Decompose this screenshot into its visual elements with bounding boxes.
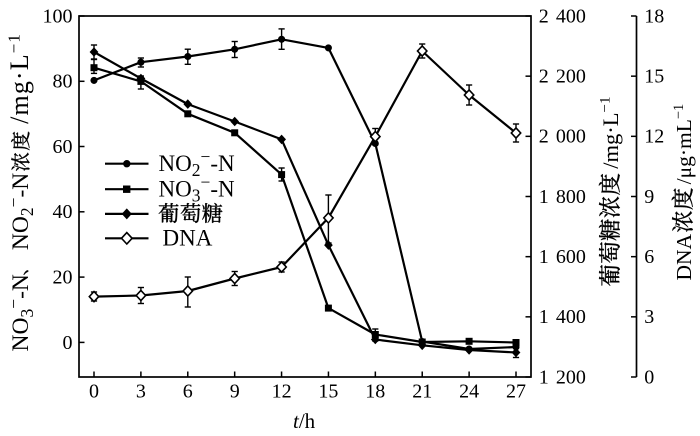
svg-text:18: 18 [644, 5, 664, 27]
svg-text:6: 6 [644, 246, 654, 268]
svg-text:20: 20 [53, 267, 73, 289]
svg-text:6: 6 [183, 380, 193, 402]
svg-text:21: 21 [412, 380, 432, 402]
svg-text:80: 80 [53, 71, 73, 93]
svg-text:24: 24 [459, 380, 479, 402]
svg-text:9: 9 [230, 380, 240, 402]
svg-text:60: 60 [53, 136, 73, 158]
svg-text:12: 12 [272, 380, 292, 402]
svg-text:DNA: DNA [672, 233, 696, 280]
svg-text:9: 9 [644, 186, 654, 208]
svg-text:0: 0 [63, 332, 73, 354]
svg-text:t/h: t/h [293, 409, 316, 433]
svg-text:3: 3 [644, 306, 654, 328]
svg-text:40: 40 [53, 201, 73, 223]
svg-text:100: 100 [43, 5, 73, 27]
svg-text:3: 3 [136, 380, 146, 402]
svg-text:15: 15 [318, 380, 338, 402]
svg-text:18: 18 [365, 380, 385, 402]
svg-text:12: 12 [644, 126, 664, 148]
svg-text:27: 27 [506, 380, 526, 402]
svg-text:0: 0 [89, 380, 99, 402]
svg-text:15: 15 [644, 66, 664, 88]
svg-text:DNA: DNA [163, 226, 213, 251]
svg-text:0: 0 [644, 366, 654, 388]
